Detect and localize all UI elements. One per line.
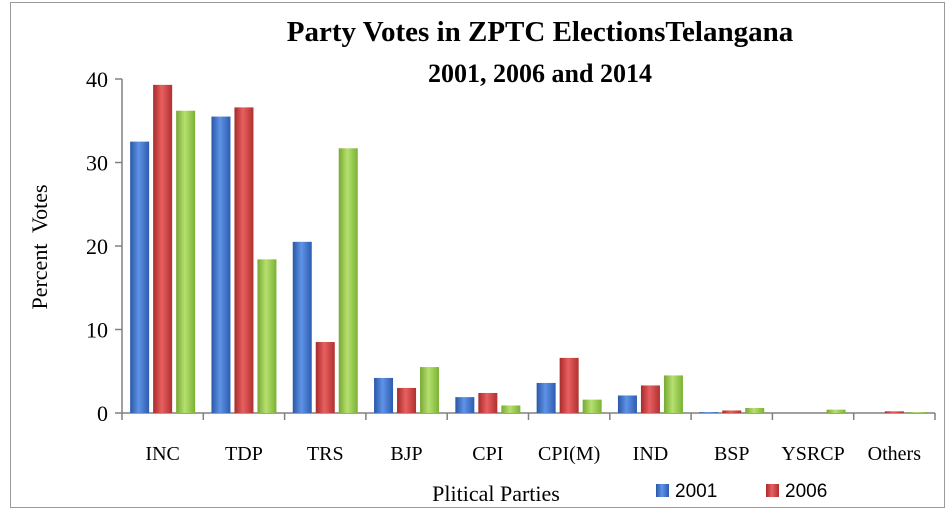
bar-2006-BJP	[397, 387, 417, 413]
x-tick-label: YSRCP	[781, 443, 844, 465]
bar-2006-IND	[640, 385, 660, 413]
y-tick-label: 10	[86, 318, 108, 343]
x-tick-label: TDP	[225, 443, 263, 465]
bar-2006-BSP	[722, 410, 742, 413]
bars	[130, 84, 927, 413]
legend-label-2001: 2001	[675, 481, 717, 502]
bar-series-2-INC	[176, 110, 196, 413]
bar-series-2-BSP	[745, 407, 765, 413]
legend-swatch-2001	[656, 484, 669, 497]
chart-subtitle: 2001, 2006 and 2014	[428, 59, 652, 88]
bar-2001-IND	[617, 395, 637, 413]
bar-series-2-CPI	[501, 405, 521, 413]
x-tick-label: Others	[868, 443, 922, 465]
bar-series-2-Others	[907, 412, 927, 413]
legend-swatch-2006	[766, 484, 779, 497]
y-tick-label: 20	[86, 234, 108, 259]
x-tick-label: CPI	[472, 443, 503, 465]
bar-series-2-TDP	[257, 259, 277, 413]
legend-label-2006: 2006	[785, 481, 827, 502]
bar-2001-TRS	[292, 241, 312, 413]
legend: 2001 2006	[656, 481, 827, 502]
bar-series-2-YSRCP	[826, 409, 846, 413]
y-tick-label: 40	[86, 67, 108, 92]
x-axis-label: Plitical Parties	[432, 481, 560, 506]
bar-2001-INC	[130, 141, 150, 413]
x-tick-label: BJP	[390, 443, 422, 465]
x-tick-label: IND	[633, 443, 669, 465]
bar-2006-CPI	[478, 392, 498, 413]
bar-2001-CPI	[455, 397, 475, 413]
x-tick-label: INC	[145, 443, 179, 465]
y-tick-labels: 0 10 20 30 40	[86, 67, 108, 426]
bar-2001-CPI(M)	[536, 382, 556, 413]
y-tick-label: 0	[97, 401, 108, 426]
bar-2001-BJP	[374, 377, 394, 413]
bar-2006-TDP	[234, 107, 254, 413]
bar-2006-CPI(M)	[559, 357, 579, 413]
bar-2006-TRS	[315, 342, 335, 413]
bar-2006-INC	[153, 84, 173, 413]
x-tick-label: CPI(M)	[538, 443, 600, 465]
x-tick-label: TRS	[307, 443, 344, 465]
bar-2006-Others	[884, 411, 904, 413]
bar-2001-BSP	[699, 412, 719, 413]
chart-title: Party Votes in ZPTC ElectionsTelangana	[287, 16, 794, 48]
y-tick-label: 30	[86, 151, 108, 176]
x-tick-label: BSP	[714, 443, 750, 465]
bar-2001-TDP	[211, 116, 231, 413]
bar-series-2-BJP	[420, 367, 440, 413]
y-axis-label: Percent Votes	[27, 184, 52, 309]
bar-series-2-CPI(M)	[582, 399, 602, 413]
bar-series-2-TRS	[338, 148, 358, 413]
bar-series-2-IND	[663, 375, 683, 413]
x-tick-labels: INC TDP TRS BJP CPI CPI(M) IND BSP YSRCP Others	[145, 443, 921, 465]
